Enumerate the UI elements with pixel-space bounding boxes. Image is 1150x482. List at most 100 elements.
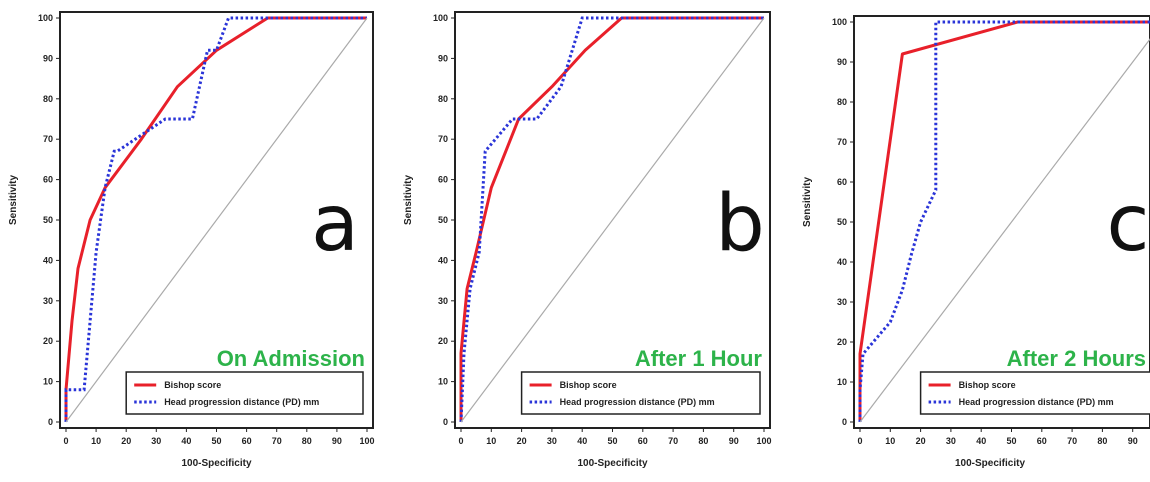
y-axis-label: Sensitivity (802, 177, 813, 227)
y-tick-label: 40 (438, 255, 448, 265)
x-tick-label: 50 (211, 436, 221, 446)
x-tick-label: 60 (1037, 436, 1047, 446)
y-axis-label: Sensitivity (403, 175, 414, 225)
x-tick-label: 70 (668, 436, 678, 446)
plot-frame (853, 15, 1150, 429)
y-tick-label: 70 (837, 137, 847, 147)
reference-diagonal-line (460, 17, 765, 423)
x-tick-label: 20 (916, 436, 926, 446)
x-tick-label: 80 (1097, 436, 1107, 446)
y-tick-label: 50 (837, 217, 847, 227)
legend-entry: Bishop score (560, 380, 617, 390)
y-tick-label: 0 (443, 417, 448, 427)
timepoint-label: After 2 Hours (1007, 346, 1146, 371)
x-axis-label: 100-Specificity (955, 458, 1025, 469)
y-tick-label: 40 (43, 255, 53, 265)
x-tick-label: 100 (359, 436, 374, 446)
y-tick-label: 30 (438, 296, 448, 306)
x-tick-label: 40 (976, 436, 986, 446)
plot-area: b After 1 Hour Bishop score Head progressio… (459, 16, 765, 423)
x-tick-label: 0 (857, 436, 862, 446)
x-tick-label: 60 (638, 436, 648, 446)
y-tick-label: 100 (433, 13, 448, 23)
x-tick-label: 10 (885, 436, 895, 446)
head-progression-roc-line (64, 16, 367, 422)
legend-box (520, 371, 761, 415)
head-progression-roc-line (858, 20, 1150, 422)
plot-area: c After 2 Hours Bishop score Head progressi… (858, 20, 1150, 423)
y-tick-label: 20 (43, 336, 53, 346)
legend-box (919, 371, 1150, 415)
plot-area: a On Admission Bishop score Head progressio… (64, 16, 368, 423)
y-tick-label: 90 (438, 53, 448, 63)
roc-panel-a: 0 10 20 30 40 50 60 70 80 90 100 0 10 20 30 40 50 60 70 80 9… (8, 11, 375, 469)
panel-letter: c (1107, 179, 1150, 269)
legend-entry: Head progression distance (PD) mm (560, 397, 715, 407)
timepoint-label: On Admission (217, 346, 365, 371)
legend: Bishop score Head progression distance (P… (125, 371, 364, 415)
y-tick-label: 80 (438, 94, 448, 104)
y-tick-label: 0 (842, 417, 847, 427)
x-tick-label: 60 (242, 436, 252, 446)
x-tick-label: 70 (1067, 436, 1077, 446)
y-tick-label: 70 (438, 134, 448, 144)
y-axis-label: Sensitivity (8, 175, 19, 225)
legend-entry: Head progression distance (PD) mm (959, 397, 1114, 407)
bishop-score-roc-line (64, 16, 367, 422)
x-tick-label: 90 (1128, 436, 1138, 446)
y-tick-label: 10 (438, 377, 448, 387)
y-tick-label: 60 (43, 175, 53, 185)
panel-letter: a (311, 179, 359, 269)
timepoint-label: After 1 Hour (635, 346, 763, 371)
y-tick-label: 20 (438, 336, 448, 346)
x-tick-label: 30 (946, 436, 956, 446)
y-tick-label: 0 (48, 417, 53, 427)
y-tick-label: 70 (43, 134, 53, 144)
x-tick-label: 30 (547, 436, 557, 446)
y-tick-label: 60 (837, 177, 847, 187)
bishop-score-roc-line (459, 16, 764, 422)
x-tick-label: 0 (63, 436, 68, 446)
y-tick-label: 30 (837, 297, 847, 307)
x-tick-label: 80 (302, 436, 312, 446)
roc-panel-b: 0 10 20 30 40 50 60 70 80 90 100 0 10 20 30 40 50 60 70 80 9… (403, 11, 772, 469)
x-tick-label: 40 (181, 436, 191, 446)
reference-diagonal-line (65, 17, 368, 423)
x-tick-label: 90 (729, 436, 739, 446)
legend-box (125, 371, 364, 415)
x-tick-label: 90 (332, 436, 342, 446)
legend-entry: Head progression distance (PD) mm (164, 397, 319, 407)
y-tick-label: 90 (837, 57, 847, 67)
y-tick-label: 10 (43, 377, 53, 387)
x-tick-label: 50 (1006, 436, 1016, 446)
legend-entry: Bishop score (164, 380, 221, 390)
y-tick-label: 40 (837, 257, 847, 267)
x-tick-label: 10 (91, 436, 101, 446)
x-tick-label: 80 (698, 436, 708, 446)
head-progression-roc-line (459, 16, 764, 423)
x-tick-label: 40 (577, 436, 587, 446)
x-axis-label: 100-Specificity (577, 458, 647, 469)
y-tick-label: 10 (837, 377, 847, 387)
x-tick-label: 20 (517, 436, 527, 446)
y-tick-label: 50 (43, 215, 53, 225)
roc-panel-c: 0 10 20 30 40 50 60 70 80 90 100 0 10 20 30 40 50 60 70 80 9… (802, 15, 1150, 469)
legend-entry: Bishop score (959, 380, 1016, 390)
legend: Bishop score Head progression distance (P… (520, 371, 761, 415)
x-tick-label: 10 (486, 436, 496, 446)
legend: Bishop score Head progression distance (P… (919, 371, 1150, 415)
x-tick-label: 70 (272, 436, 282, 446)
y-tick-label: 100 (38, 13, 53, 23)
x-axis-label: 100-Specificity (181, 458, 251, 469)
x-tick-label: 50 (607, 436, 617, 446)
y-tick-label: 60 (438, 175, 448, 185)
y-tick-label: 80 (837, 97, 847, 107)
y-tick-label: 50 (438, 215, 448, 225)
y-tick-label: 80 (43, 94, 53, 104)
y-tick-label: 20 (837, 337, 847, 347)
x-tick-label: 30 (151, 436, 161, 446)
x-tick-label: 20 (121, 436, 131, 446)
panel-letter: b (715, 179, 765, 269)
y-tick-label: 100 (832, 17, 847, 27)
